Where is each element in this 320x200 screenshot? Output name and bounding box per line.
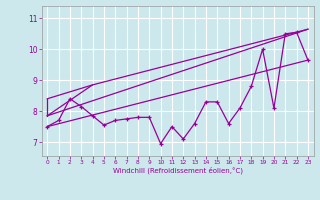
X-axis label: Windchill (Refroidissement éolien,°C): Windchill (Refroidissement éolien,°C) (113, 167, 243, 174)
